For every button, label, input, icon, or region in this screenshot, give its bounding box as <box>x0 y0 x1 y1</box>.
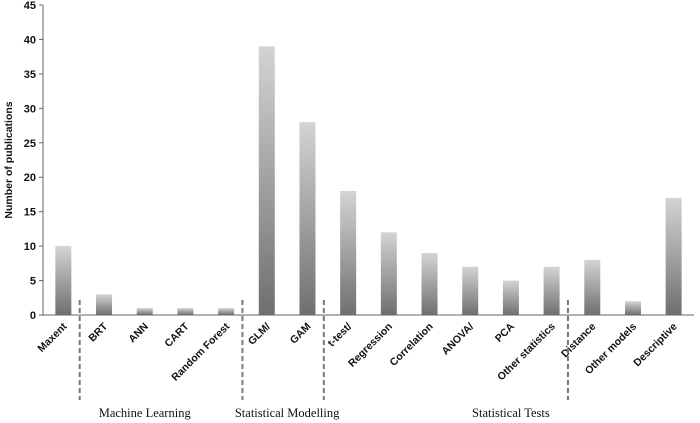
x-tick-label: PCA <box>493 320 517 344</box>
bar <box>55 246 72 315</box>
x-tick-label: ANOVA/ <box>440 321 477 358</box>
bar <box>421 253 438 315</box>
x-tick-label: Maxent <box>35 320 69 354</box>
y-tick-label: 0 <box>30 310 36 322</box>
y-tick-label: 25 <box>24 138 36 150</box>
x-tick-label: Regression <box>346 321 395 370</box>
bar <box>624 301 641 315</box>
y-axis-label: Number of publications <box>3 101 15 218</box>
x-tick-label: ANN <box>126 321 151 346</box>
y-tick-label: 5 <box>30 276 36 288</box>
bar <box>665 197 682 315</box>
y-axis: 0 5 10 15 20 25 30 35 40 45 <box>24 0 44 322</box>
y-tick-label: 45 <box>24 0 36 12</box>
y-tick-label: 20 <box>24 172 36 184</box>
group-label: Statistical Tests <box>472 406 550 420</box>
x-tick-label: Correlation <box>388 321 436 369</box>
bar <box>462 266 479 315</box>
bar <box>502 280 519 315</box>
x-tick-label: Distance <box>559 321 599 361</box>
bar <box>136 308 153 315</box>
x-tick-label: Descriptive <box>631 321 680 370</box>
bar <box>543 266 560 315</box>
bars <box>55 46 682 315</box>
x-tick-label: BRT <box>86 320 110 344</box>
y-tick-label: 40 <box>24 34 36 46</box>
bar <box>340 191 357 315</box>
y-tick-label: 30 <box>24 103 36 115</box>
group-label: Machine Learning <box>99 406 192 420</box>
bar <box>380 232 397 315</box>
x-tick-label: GAM <box>288 320 314 346</box>
x-tick-label: t-test/ <box>326 321 355 350</box>
group-labels: Machine Learning Statistical Modelling Sta… <box>99 406 550 420</box>
bar <box>258 46 275 315</box>
bar <box>96 294 113 315</box>
bar <box>218 308 235 315</box>
x-tick-label: CART <box>162 320 192 350</box>
x-tick-label: GLM/ <box>246 321 273 348</box>
bar <box>584 259 601 315</box>
bar <box>299 122 316 315</box>
y-tick-label: 10 <box>24 241 36 253</box>
group-separators <box>78 300 569 400</box>
group-label: Statistical Modelling <box>235 406 340 420</box>
bar <box>177 308 194 315</box>
y-tick-label: 35 <box>24 69 36 81</box>
y-tick-label: 15 <box>24 207 36 219</box>
